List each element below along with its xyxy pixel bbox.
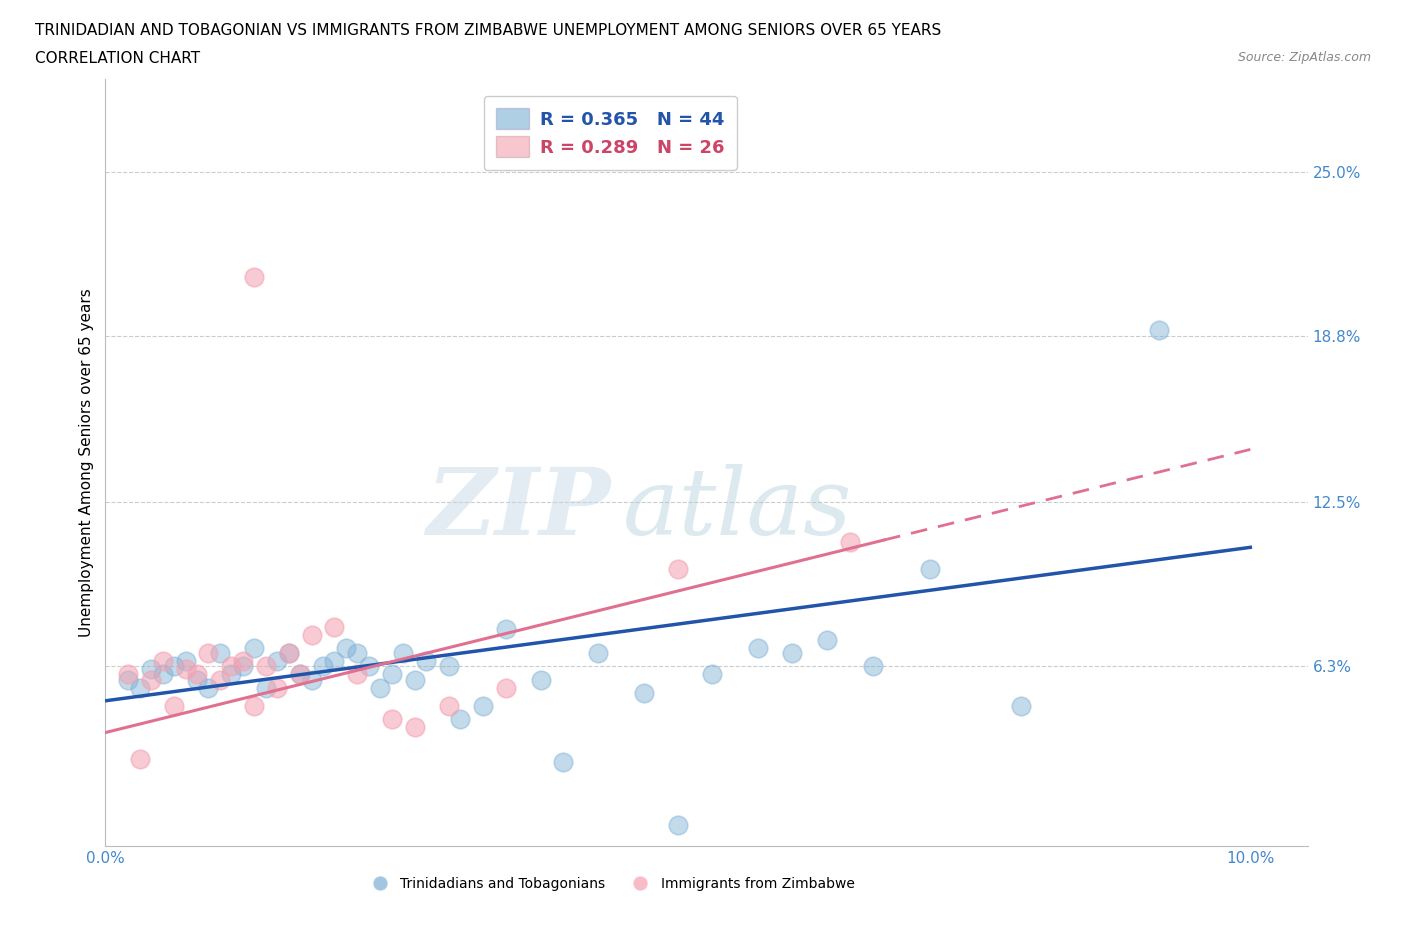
- Point: [163, 698, 186, 713]
- Point: [495, 622, 517, 637]
- Point: [174, 661, 197, 676]
- Point: [368, 680, 391, 695]
- Point: [782, 645, 804, 660]
- Point: [266, 654, 288, 669]
- Point: [208, 672, 231, 687]
- Point: [174, 654, 197, 669]
- Point: [266, 680, 288, 695]
- Y-axis label: Unemployment Among Seniors over 65 years: Unemployment Among Seniors over 65 years: [79, 288, 94, 637]
- Point: [254, 680, 277, 695]
- Text: Source: ZipAtlas.com: Source: ZipAtlas.com: [1237, 51, 1371, 64]
- Point: [495, 680, 517, 695]
- Point: [312, 659, 335, 674]
- Point: [208, 645, 231, 660]
- Point: [1147, 323, 1170, 338]
- Point: [586, 645, 609, 660]
- Point: [254, 659, 277, 674]
- Point: [301, 627, 323, 642]
- Point: [117, 667, 139, 682]
- Point: [232, 654, 254, 669]
- Point: [197, 680, 219, 695]
- Point: [918, 561, 941, 576]
- Point: [404, 720, 426, 735]
- Point: [815, 632, 838, 647]
- Point: [152, 654, 174, 669]
- Text: ZIP: ZIP: [426, 464, 610, 553]
- Point: [301, 672, 323, 687]
- Point: [163, 659, 186, 674]
- Point: [243, 270, 266, 285]
- Point: [152, 667, 174, 682]
- Point: [232, 659, 254, 674]
- Point: [277, 645, 299, 660]
- Legend: Trinidadians and Tobagonians, Immigrants from Zimbabwe: Trinidadians and Tobagonians, Immigrants…: [360, 871, 860, 897]
- Point: [186, 667, 208, 682]
- Point: [357, 659, 380, 674]
- Point: [472, 698, 495, 713]
- Point: [128, 680, 150, 695]
- Point: [221, 667, 243, 682]
- Point: [666, 817, 689, 832]
- Point: [449, 711, 471, 726]
- Point: [335, 641, 357, 656]
- Point: [702, 667, 724, 682]
- Point: [288, 667, 311, 682]
- Point: [437, 698, 460, 713]
- Point: [197, 645, 219, 660]
- Point: [415, 654, 437, 669]
- Point: [117, 672, 139, 687]
- Point: [1010, 698, 1032, 713]
- Point: [323, 619, 346, 634]
- Point: [221, 659, 243, 674]
- Text: TRINIDADIAN AND TOBAGONIAN VS IMMIGRANTS FROM ZIMBABWE UNEMPLOYMENT AMONG SENIOR: TRINIDADIAN AND TOBAGONIAN VS IMMIGRANTS…: [35, 23, 942, 38]
- Text: atlas: atlas: [623, 464, 852, 553]
- Point: [141, 672, 163, 687]
- Point: [633, 685, 655, 700]
- Point: [186, 672, 208, 687]
- Text: CORRELATION CHART: CORRELATION CHART: [35, 51, 200, 66]
- Point: [243, 641, 266, 656]
- Point: [862, 659, 884, 674]
- Point: [666, 561, 689, 576]
- Point: [392, 645, 415, 660]
- Point: [346, 667, 368, 682]
- Point: [381, 667, 404, 682]
- Point: [243, 698, 266, 713]
- Point: [128, 751, 150, 766]
- Point: [437, 659, 460, 674]
- Point: [381, 711, 404, 726]
- Point: [529, 672, 551, 687]
- Point: [323, 654, 346, 669]
- Point: [553, 754, 575, 769]
- Point: [747, 641, 769, 656]
- Point: [141, 661, 163, 676]
- Point: [404, 672, 426, 687]
- Point: [277, 645, 299, 660]
- Point: [838, 535, 860, 550]
- Point: [288, 667, 311, 682]
- Point: [346, 645, 368, 660]
